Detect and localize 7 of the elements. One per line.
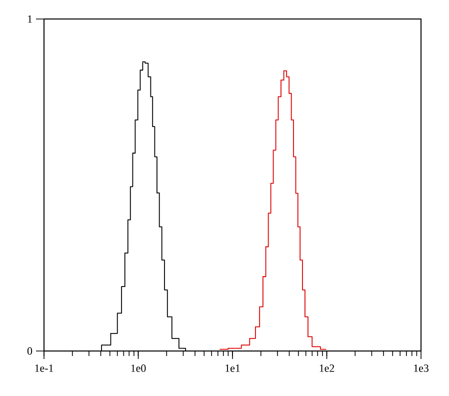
x-tick-label: 1e2: [320, 364, 334, 372]
y-tick-label: 1: [28, 15, 32, 23]
y-tick-label: 0: [27, 347, 32, 355]
x-tick-label: 1e3: [414, 364, 428, 372]
x-tick-label: 1e-1: [35, 364, 54, 372]
x-tick-label: 1e0: [131, 364, 146, 372]
x-tick-label: 1e1: [226, 364, 240, 372]
